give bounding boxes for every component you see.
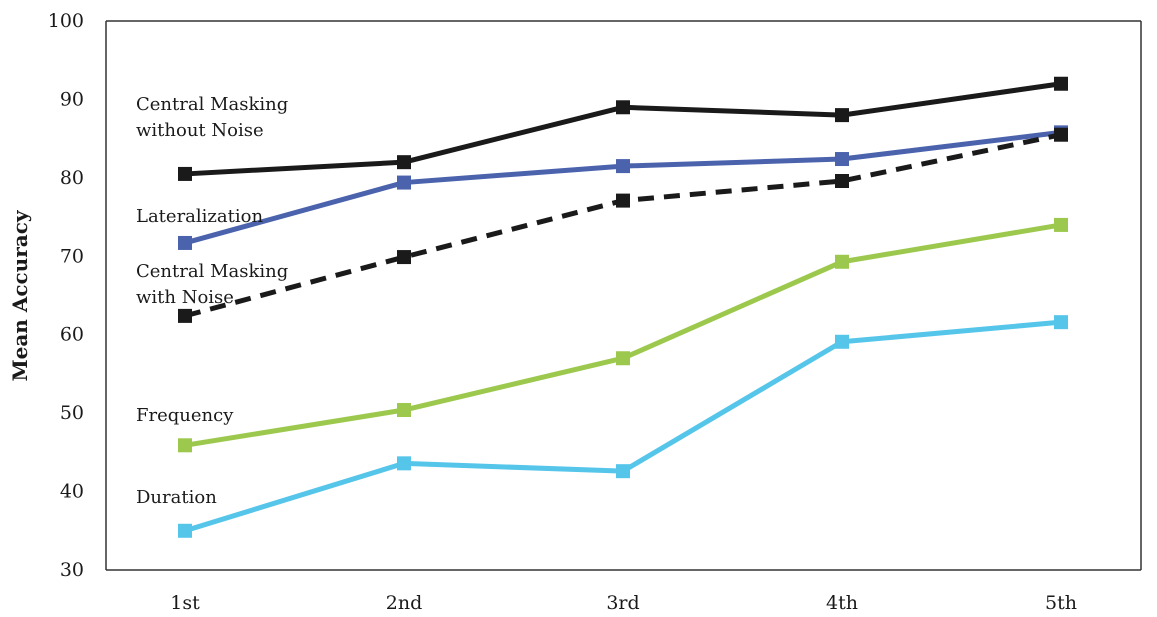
y-tick-label: 50	[60, 402, 84, 424]
y-tick-label: 100	[48, 10, 84, 32]
data-point-marker	[1054, 217, 1068, 232]
series-label: Central Masking without Noise	[136, 94, 288, 141]
y-tick-label: 70	[60, 245, 84, 267]
data-point-marker	[835, 152, 849, 167]
x-tick-label: 2nd	[386, 592, 423, 614]
data-point-marker	[835, 108, 849, 123]
data-point-marker	[835, 334, 849, 349]
series-label: Central Masking with Noise	[136, 261, 288, 308]
series-label: Frequency	[136, 405, 234, 426]
data-point-marker	[397, 175, 411, 190]
data-point-marker	[1054, 315, 1068, 330]
x-tick-labels: 1st 2nd 3rd 4th 5th	[170, 592, 1077, 614]
data-point-marker	[835, 173, 849, 188]
series-label-line: Central Masking	[136, 94, 288, 115]
series-line	[184, 129, 1062, 246]
axes	[105, 20, 1142, 571]
data-point-marker	[178, 308, 192, 323]
data-point-marker	[1054, 127, 1068, 142]
series-label-line: Frequency	[136, 405, 234, 426]
series-duration	[178, 315, 1068, 538]
data-point-marker	[616, 351, 630, 366]
series-label-line: without Noise	[136, 120, 264, 141]
data-point-marker	[397, 403, 411, 418]
x-tick-label: 1st	[170, 592, 200, 614]
data-point-marker	[1054, 76, 1068, 91]
series-lateralization	[178, 125, 1068, 250]
data-point-marker	[178, 235, 192, 250]
y-tick-label: 90	[60, 88, 84, 110]
series-group	[178, 76, 1068, 538]
x-tick-label: 3rd	[606, 592, 639, 614]
x-tick-label: 4th	[826, 592, 858, 614]
y-tick-label: 60	[60, 324, 84, 346]
data-point-marker	[616, 464, 630, 479]
x-tick-label: 5th	[1045, 592, 1077, 614]
series-label-line: Central Masking	[136, 261, 288, 282]
series-frequency	[178, 217, 1068, 453]
series-label-line: with Noise	[136, 287, 234, 308]
data-point-marker	[178, 523, 192, 538]
data-point-marker	[178, 166, 192, 181]
series-label: Lateralization	[136, 206, 263, 227]
data-point-marker	[616, 193, 630, 208]
series-central-masking-with-noise	[178, 127, 1068, 323]
series-labels: Central Masking without Noise Lateralizati…	[136, 94, 288, 508]
y-tick-label: 40	[60, 481, 84, 503]
data-point-marker	[397, 155, 411, 170]
series-central-masking-without-noise	[178, 76, 1068, 181]
data-point-marker	[397, 456, 411, 471]
y-axis-label: Mean Accuracy	[8, 209, 32, 381]
data-point-marker	[397, 250, 411, 265]
data-point-marker	[616, 100, 630, 115]
data-point-marker	[616, 159, 630, 174]
y-tick-labels: 30 40 50 60 70 80 90 100	[48, 10, 84, 581]
series-label-line: Duration	[136, 487, 217, 508]
data-point-marker	[835, 254, 849, 269]
y-tick-label: 30	[60, 559, 84, 581]
data-point-marker	[178, 438, 192, 453]
series-label-line: Lateralization	[136, 206, 263, 227]
series-label: Duration	[136, 487, 217, 508]
y-tick-label: 80	[60, 167, 84, 189]
